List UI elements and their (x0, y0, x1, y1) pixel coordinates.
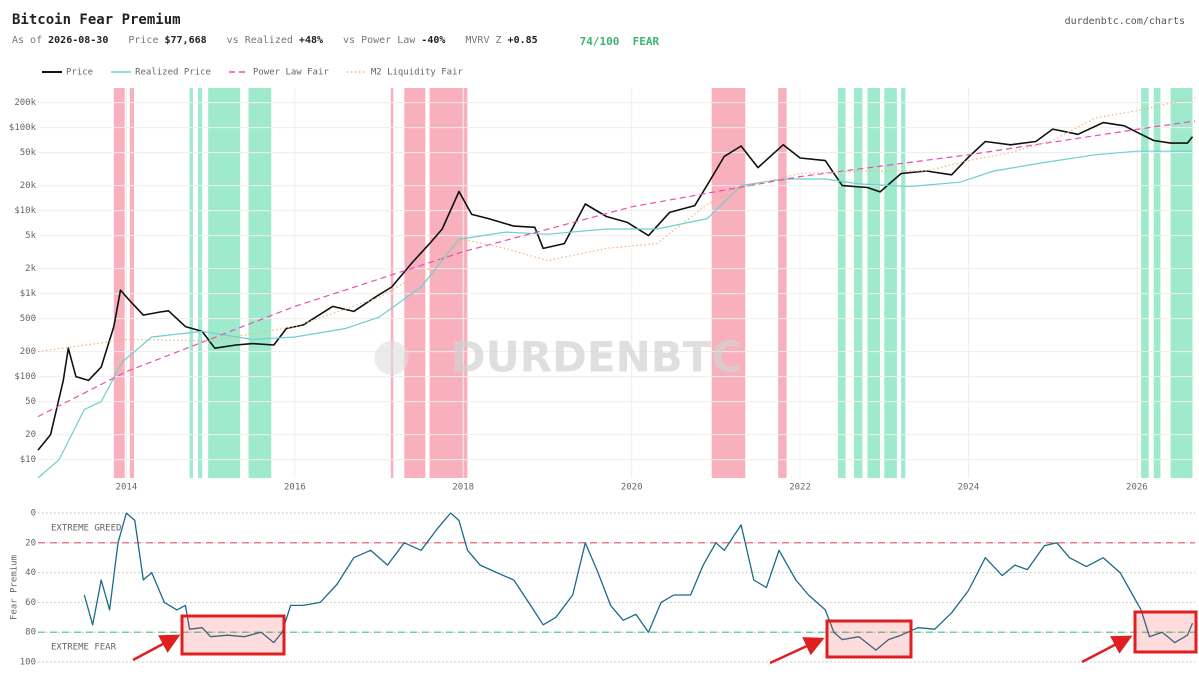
score-status: FEAR (632, 35, 660, 48)
y-tick-label: 40 (25, 568, 36, 578)
stat-label: As of (12, 35, 43, 46)
reference-label: EXTREME FEAR (51, 643, 117, 653)
stat: MVRV Z +0.85 (465, 35, 537, 48)
stat: Price $77,668 (128, 35, 206, 48)
stat-value: +0.85 (507, 35, 538, 46)
arrow (769, 637, 825, 665)
shaded-band (390, 88, 394, 478)
series-line (37, 121, 1194, 451)
stat-value: +48% (298, 35, 324, 46)
x-tick-label: 2026 (1126, 483, 1148, 493)
x-tick-label: 2016 (284, 483, 306, 493)
shaded-band (113, 88, 125, 478)
shaded-band (208, 88, 241, 478)
x-tick-label: 2024 (958, 483, 980, 493)
stat-label: Price (128, 35, 159, 46)
shaded-band (884, 88, 897, 478)
x-tick-label: 2018 (452, 483, 474, 493)
highlight-box (180, 614, 286, 656)
y-tick-label: 200k (14, 98, 36, 108)
page-title: Bitcoin Fear Premium (12, 12, 181, 28)
highlight-box (1133, 610, 1198, 654)
legend-label: M2 Liquidity Fair (371, 68, 464, 78)
score-value: 74/100 (579, 35, 620, 48)
shaded-band (189, 88, 193, 478)
series-line (37, 150, 1193, 479)
stat-value: -40% (421, 35, 446, 46)
highlight-box (825, 619, 913, 659)
site-link[interactable]: durdenbtc.com/charts (1064, 16, 1185, 27)
stat-label: vs Realized (226, 35, 293, 46)
y-tick-label: $10k (14, 206, 36, 216)
y-tick-label: $1k (20, 289, 37, 299)
y-tick-label: 2k (25, 264, 36, 274)
shaded-band (197, 88, 203, 478)
x-tick-label: 2014 (116, 483, 138, 493)
y-tick-label: 200 (20, 347, 36, 357)
y-tick-label: $10 (20, 455, 36, 465)
stats-row: As of 2026-08-30 Price $77,668 vs Realiz… (12, 35, 659, 48)
y-tick-label: $100 (14, 372, 36, 382)
series-line (83, 512, 1194, 651)
y-tick-label: 20k (20, 181, 37, 191)
y-tick-label: 50k (20, 148, 37, 158)
y-tick-label: 80 (25, 628, 36, 638)
x-tick-label: 2020 (621, 483, 643, 493)
x-tick-label: 2022 (789, 483, 811, 493)
y-tick-label: 100 (20, 658, 36, 668)
watermark-logo (374, 341, 409, 375)
arrow (1081, 635, 1133, 664)
stat-value: 2026-08-30 (48, 35, 109, 46)
series-line (37, 120, 1196, 418)
shaded-band (853, 88, 863, 478)
as-of: As of 2026-08-30 (12, 35, 108, 48)
stat-value: $77,668 (164, 35, 207, 46)
legend-label: Price (66, 68, 93, 78)
reference-label: EXTREME GREED (51, 523, 121, 533)
highlight-annotations (132, 610, 1198, 665)
series-line (37, 97, 1196, 353)
shaded-band (404, 88, 426, 478)
watermark: DURDENBTC (451, 333, 743, 382)
score: 74/100 FEAR (580, 35, 660, 48)
stat-label: vs Power Law (343, 35, 416, 46)
chart-layers: $102050$100200500$1k2k5k$10k20k50k$100k2… (9, 68, 1196, 668)
y-tick-label: 50 (25, 397, 36, 407)
shaded-band (901, 88, 906, 478)
y-tick-label: 20 (25, 430, 36, 440)
y-tick-label: 0 (31, 509, 36, 519)
y-tick-label: 20 (25, 538, 36, 548)
y-tick-label: 60 (25, 598, 36, 608)
stat: vs Realized +48% (227, 35, 323, 48)
y-tick-label: 5k (25, 231, 36, 241)
shaded-band (778, 88, 787, 478)
stat-label: MVRV Z (465, 35, 502, 46)
legend-label: Realized Price (135, 68, 211, 78)
arrow (132, 634, 181, 662)
shaded-band (129, 88, 134, 478)
shaded-band (1141, 88, 1149, 478)
shaded-band (1153, 88, 1161, 478)
shaded-band (429, 88, 468, 478)
shaded-band (837, 88, 846, 478)
y-axis-label: Fear Premium (10, 555, 20, 620)
y-tick-label: $100k (9, 123, 37, 133)
stat: vs Power Law -40% (343, 35, 445, 48)
legend-label: Power Law Fair (253, 68, 329, 78)
shaded-band (867, 88, 881, 478)
shaded-band (248, 88, 272, 478)
y-tick-label: 500 (20, 314, 36, 324)
shaded-band (1170, 88, 1193, 478)
